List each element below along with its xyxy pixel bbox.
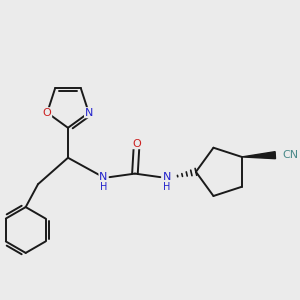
Polygon shape xyxy=(242,152,275,159)
Text: N: N xyxy=(85,108,93,118)
Text: CN: CN xyxy=(282,150,298,160)
Text: H: H xyxy=(100,182,107,192)
Text: N: N xyxy=(99,172,107,182)
Text: H: H xyxy=(163,182,170,192)
Text: N: N xyxy=(163,172,171,182)
Text: O: O xyxy=(43,108,52,118)
Text: O: O xyxy=(132,139,141,149)
